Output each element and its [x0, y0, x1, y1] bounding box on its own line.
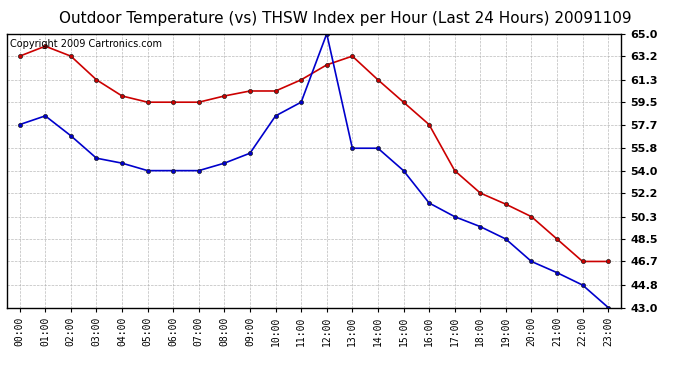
- Text: Copyright 2009 Cartronics.com: Copyright 2009 Cartronics.com: [10, 39, 162, 49]
- Text: Outdoor Temperature (vs) THSW Index per Hour (Last 24 Hours) 20091109: Outdoor Temperature (vs) THSW Index per …: [59, 11, 631, 26]
